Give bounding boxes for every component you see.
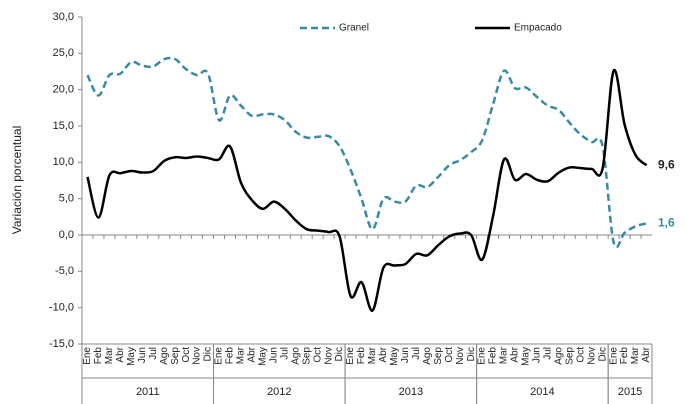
- x-tick-label: Ene: [477, 347, 488, 365]
- x-tick-label: Mar: [630, 346, 641, 364]
- legend-label: Granel: [339, 23, 369, 34]
- x-tick-label: Feb: [619, 347, 630, 365]
- x-tick-label: Ene: [608, 347, 619, 365]
- x-tick-label: Oct: [575, 347, 586, 363]
- x-tick-label: Jul: [148, 347, 159, 360]
- x-tick-label: Oct: [444, 347, 455, 363]
- y-tick-label: 10,0: [53, 156, 74, 168]
- x-tick-label: Sep: [433, 347, 444, 365]
- x-tick-label: Nov: [323, 347, 334, 365]
- x-tick-label: Dic: [466, 347, 477, 361]
- x-tick-label: Mar: [236, 346, 247, 364]
- x-tick-label: Jul: [543, 347, 554, 360]
- x-tick-label: Ene: [214, 347, 225, 365]
- x-tick-label: May: [258, 347, 269, 366]
- y-tick-label: 5,0: [59, 193, 74, 205]
- x-tick-label: Abr: [247, 346, 258, 362]
- x-tick-label: Sep: [301, 347, 312, 365]
- x-tick-label: Jun: [400, 347, 411, 363]
- year-label: 2014: [530, 386, 554, 398]
- x-tick-label: May: [126, 347, 137, 366]
- x-tick-label: Feb: [93, 347, 104, 365]
- x-tick-label: Jun: [532, 347, 543, 363]
- y-tick-label: 0,0: [59, 229, 74, 241]
- y-tick-label: 30,0: [53, 11, 74, 23]
- x-tick-label: Abr: [115, 346, 126, 362]
- y-tick-label: 15,0: [53, 120, 74, 132]
- x-tick-label: Sep: [170, 347, 181, 365]
- x-tick-label: May: [521, 347, 532, 366]
- x-tick-label: Feb: [356, 347, 367, 365]
- x-tick-label: Jun: [137, 347, 148, 363]
- value-label: 1,6: [658, 216, 675, 230]
- year-label: 2011: [136, 386, 160, 398]
- x-tick-label: Jun: [268, 347, 279, 363]
- year-label: 2012: [267, 386, 291, 398]
- x-tick-label: Sep: [564, 347, 575, 365]
- x-tick-label: May: [389, 347, 400, 366]
- x-tick-label: Ago: [290, 347, 301, 365]
- y-tick-label: -10,0: [49, 302, 74, 314]
- value-label: 9,6: [658, 157, 675, 171]
- x-tick-label: Abr: [641, 346, 652, 362]
- x-tick-label: Jul: [279, 347, 290, 360]
- x-tick-label: Mar: [499, 346, 510, 364]
- x-tick-label: Ene: [345, 347, 356, 365]
- x-tick-label: Oct: [181, 347, 192, 363]
- x-tick-label: Ago: [159, 347, 170, 365]
- year-label: 2015: [618, 386, 642, 398]
- x-tick-label: Dic: [597, 347, 608, 361]
- x-tick-label: Nov: [586, 347, 597, 365]
- y-tick-label: 20,0: [53, 84, 74, 96]
- x-tick-label: Abr: [510, 346, 521, 362]
- y-tick-label: -15,0: [49, 338, 74, 350]
- legend-label: Empacado: [514, 23, 562, 34]
- x-tick-label: Dic: [334, 347, 345, 361]
- year-label: 2013: [399, 386, 423, 398]
- x-tick-label: Feb: [488, 347, 499, 365]
- series-line: [86, 68, 648, 312]
- x-tick-label: Mar: [367, 346, 378, 364]
- x-tick-label: Mar: [104, 346, 115, 364]
- x-tick-label: Feb: [225, 347, 236, 365]
- x-tick-label: Nov: [192, 347, 203, 365]
- series-line: [86, 56, 647, 249]
- x-tick-label: Jul: [411, 347, 422, 360]
- x-tick-label: Ene: [82, 347, 93, 365]
- x-tick-label: Abr: [378, 346, 389, 362]
- y-axis-label: Variación porcentual: [10, 126, 24, 235]
- x-tick-label: Ago: [553, 347, 564, 365]
- x-tick-label: Dic: [203, 347, 214, 361]
- y-tick-label: -5,0: [55, 265, 74, 277]
- x-tick-label: Ago: [422, 347, 433, 365]
- x-tick-label: Oct: [312, 347, 323, 363]
- x-tick-label: Nov: [455, 347, 466, 365]
- y-tick-label: 25,0: [53, 47, 74, 59]
